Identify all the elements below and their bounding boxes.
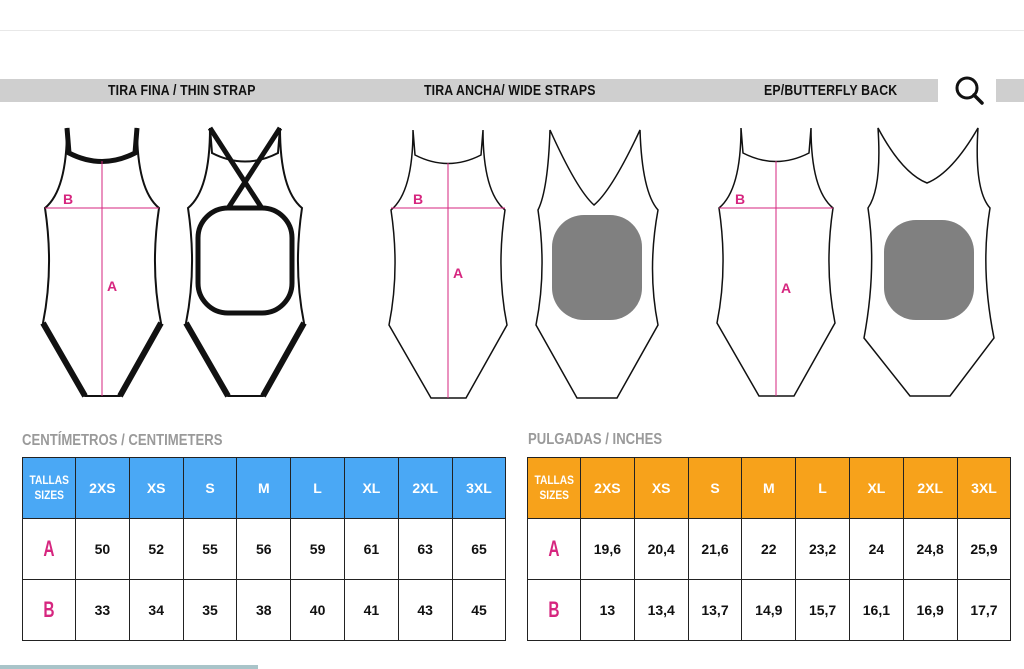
measure-label-b: B [63,191,73,207]
cell: 23,2 [795,518,850,580]
size-header: 2XS [580,457,635,519]
style-title-butterfly-back: EP/BUTTERFLY BACK [764,82,898,99]
measure-label-a: A [781,280,791,296]
cell: 15,7 [795,579,850,641]
cell: 35 [182,579,238,641]
cell: 21,6 [687,518,743,580]
size-header: L [795,457,850,519]
measure-label-b: B [413,191,423,207]
butterfly-front: B A [716,127,836,397]
measure-label-a: A [107,278,117,294]
size-header: XL [848,457,904,519]
cell: 20,4 [633,518,689,580]
cell: 41 [343,579,399,641]
measure-label-b: B [735,191,745,207]
row-label: A [22,518,76,580]
row-label: B [22,579,76,641]
size-header: 3XL [956,457,1012,519]
cell: 33 [75,579,130,641]
style-header-band-end [996,79,1024,102]
cell: 16,9 [902,579,958,641]
size-header: XS [633,457,689,519]
size-header: M [236,457,292,519]
size-header: M [741,457,797,519]
thin-strap-front: B A [40,127,164,398]
cell: 24,8 [902,518,958,580]
cell: 52 [128,518,184,580]
cell: 59 [290,518,345,580]
search-button[interactable] [948,72,992,108]
sizes-header: TALLAS SIZES [22,457,76,519]
cell: 24 [848,518,904,580]
centimeters-size-table: TALLAS SIZES 2XS XS S M L XL 2XL 3XL A 50… [22,457,507,641]
header-row: TALLAS SIZES 2XS XS S M L XL 2XL 3XL [527,457,1012,519]
cell: 13,7 [687,579,743,641]
cell: 19,6 [580,518,635,580]
cell: 61 [343,518,399,580]
cell: 14,9 [741,579,797,641]
table-row-b: B 13 13,4 13,7 14,9 15,7 16,1 16,9 17,7 [527,579,1012,641]
cell: 13 [580,579,635,641]
thin-strap-back [183,126,307,398]
style-title-thin-strap: TIRA FINA / THIN STRAP [108,82,256,99]
table-row-a: A 19,6 20,4 21,6 22 23,2 24 24,8 25,9 [527,518,1012,580]
cell: 45 [451,579,507,641]
cell: 55 [182,518,238,580]
swimsuit-diagrams: B A B A B A [40,126,995,399]
centimeters-title: CENTÍMETROS / CENTIMETERS [22,432,223,449]
header-row: TALLAS SIZES 2XS XS S M L XL 2XL 3XL [22,457,507,519]
cell: 43 [397,579,453,641]
measure-label-a: A [453,265,463,281]
size-header: XL [343,457,399,519]
bottom-bar [0,665,258,669]
size-header: XS [128,457,184,519]
inches-title: PULGADAS / INCHES [528,431,663,448]
cell: 38 [236,579,292,641]
style-title-wide-straps: TIRA ANCHA/ WIDE STRAPS [424,82,596,99]
wide-straps-front: B A [388,129,508,399]
size-header: 3XL [451,457,507,519]
top-divider [0,30,1024,31]
wide-straps-back [535,129,659,399]
size-header: 2XL [397,457,453,519]
butterfly-back [863,127,995,397]
sizes-header: TALLAS SIZES [527,457,581,519]
size-header: 2XL [902,457,958,519]
size-header: S [687,457,743,519]
cell: 65 [451,518,507,580]
style-header-band [0,79,938,102]
cell: 40 [290,579,345,641]
row-label: A [527,518,581,580]
cell: 56 [236,518,292,580]
size-header: L [290,457,345,519]
cell: 16,1 [848,579,904,641]
row-label: B [527,579,581,641]
cell: 34 [128,579,184,641]
cell: 13,4 [633,579,689,641]
cell: 63 [397,518,453,580]
search-icon [955,76,984,105]
cell: 50 [75,518,130,580]
inches-size-table: TALLAS SIZES 2XS XS S M L XL 2XL 3XL A 19… [527,457,1012,641]
table-row-a: A 50 52 55 56 59 61 63 65 [22,518,507,580]
size-header: S [182,457,238,519]
cell: 17,7 [956,579,1012,641]
cell: 22 [741,518,797,580]
table-row-b: B 33 34 35 38 40 41 43 45 [22,579,507,641]
cell: 25,9 [956,518,1012,580]
size-header: 2XS [75,457,130,519]
